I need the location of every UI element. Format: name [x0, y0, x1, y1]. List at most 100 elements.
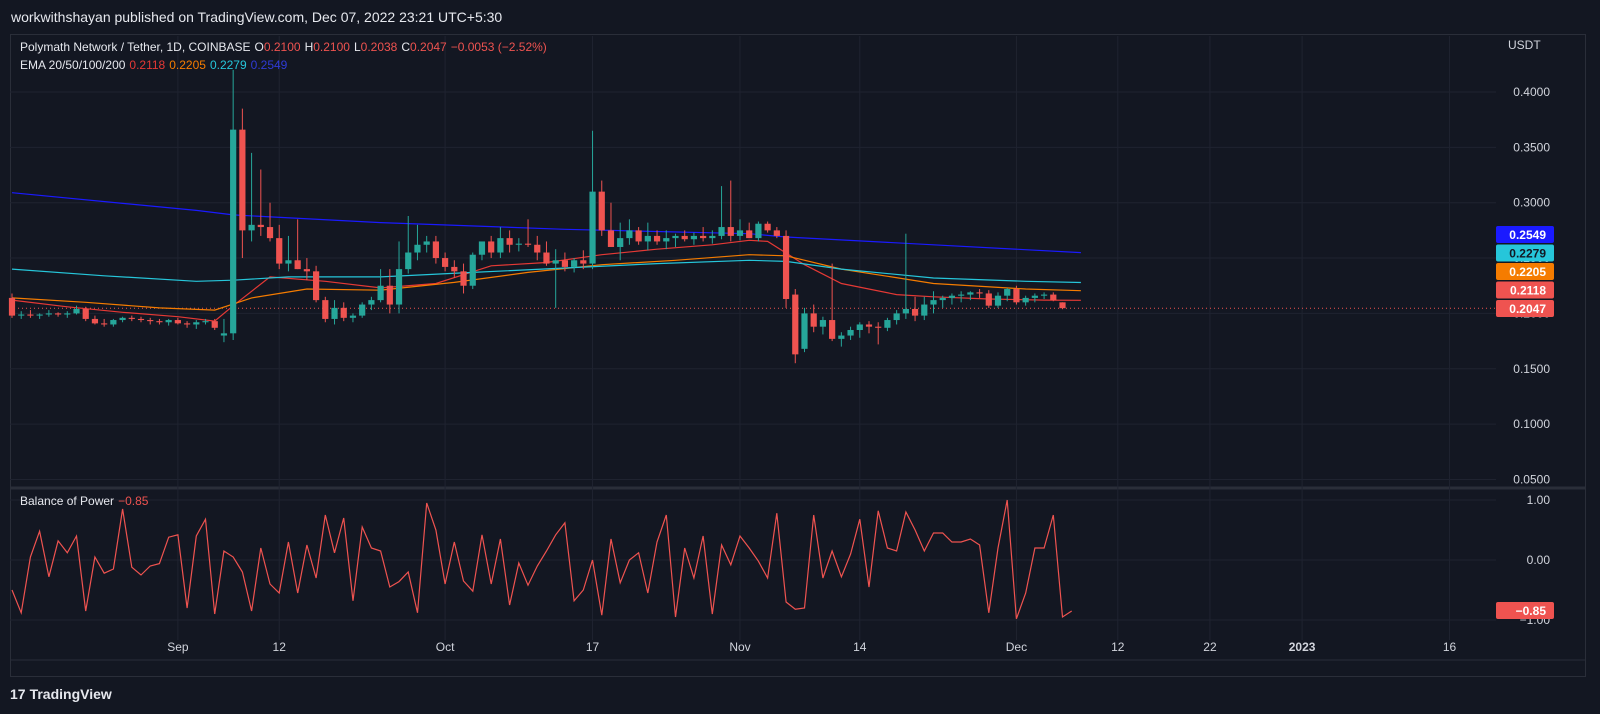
candle-body	[755, 223, 762, 239]
candle-body	[82, 308, 89, 319]
ema20-value: 0.2118	[129, 58, 166, 72]
candle-body	[322, 300, 329, 319]
price-tick-label: 0.3500	[1513, 140, 1550, 154]
candle-body	[1022, 297, 1029, 303]
candle-body	[359, 304, 366, 316]
low-label: L	[353, 40, 361, 54]
open-value: 0.2100	[263, 40, 301, 54]
candle-body	[653, 235, 661, 242]
price-tick-label: 0.3000	[1513, 196, 1550, 210]
candle-body	[792, 294, 799, 355]
candle-body	[681, 235, 688, 240]
price-tick-label: 0.1500	[1513, 362, 1550, 376]
chart-frame	[10, 34, 1586, 677]
price-badge-text: 0.2118	[1510, 284, 1546, 298]
candle-body	[64, 313, 71, 315]
candle-body	[303, 269, 310, 272]
candle-body	[617, 238, 624, 247]
candle-body	[54, 313, 62, 315]
time-tick-label: Nov	[729, 640, 750, 654]
price-badge-text: 0.2047	[1509, 302, 1546, 316]
close-value: 0.2047	[410, 40, 447, 54]
ema100-value: 0.2279	[209, 58, 247, 72]
candle-body	[414, 244, 421, 253]
ema-line-ema50	[11, 254, 1081, 311]
symbol-title: Polymath Network / Tether, 1D, COINBASE	[20, 40, 251, 54]
candle-body	[856, 324, 863, 331]
time-tick-label: 2023	[1289, 640, 1316, 654]
candle-body	[939, 297, 946, 301]
candle-body	[478, 241, 486, 255]
ema-line-ema200	[11, 192, 1081, 254]
candle-body	[266, 227, 274, 239]
candle-body	[865, 324, 873, 327]
candle-body	[386, 285, 393, 305]
bop-label: Balance of Power	[20, 494, 115, 508]
candle-body	[349, 315, 357, 318]
open-label: O	[254, 40, 264, 54]
ema50-value: 0.2205	[169, 58, 206, 72]
candle-body	[829, 320, 836, 339]
candle-body	[598, 191, 605, 231]
candle-body	[27, 314, 34, 316]
candle-body	[73, 308, 80, 314]
candle-body	[239, 129, 246, 231]
candle-body	[994, 295, 1002, 306]
price-badge-ema200	[1496, 226, 1554, 243]
candle-body	[534, 244, 541, 253]
candle-body	[377, 285, 384, 301]
price-badge-close	[1496, 300, 1554, 317]
candle-body	[137, 318, 145, 321]
candle-body	[976, 292, 983, 294]
ema200-value: 0.2549	[250, 58, 288, 72]
candle-body	[211, 321, 218, 328]
candle-body	[985, 293, 992, 306]
candle-body	[432, 241, 439, 259]
candle-body	[101, 323, 108, 325]
ema-label: EMA 20/50/100/200	[20, 58, 126, 72]
candle-body	[672, 235, 679, 239]
tradingview-brand[interactable]: 17 TradingView	[10, 686, 112, 702]
time-tick-label: 22	[1203, 640, 1217, 654]
candle-body	[663, 238, 670, 242]
candle-body	[801, 313, 808, 349]
publisher-bar: workwithshayan published on TradingView.…	[0, 0, 1600, 34]
candle-body	[1013, 289, 1020, 303]
candle-body	[635, 230, 642, 242]
bop-value: −0.85	[118, 494, 149, 508]
time-tick-label: 12	[273, 640, 287, 654]
candle-body	[183, 323, 191, 325]
candle-body	[331, 307, 338, 319]
grid-lines	[10, 36, 1586, 661]
high-value: 0.2100	[313, 40, 350, 54]
candle-body	[552, 260, 559, 264]
candle-body	[543, 252, 550, 264]
ema-legend: EMA 20/50/100/200 0.2118 0.2205 0.2279 0.254…	[20, 58, 291, 72]
time-tick-label: Sep	[167, 640, 189, 654]
candle-body	[174, 320, 181, 324]
candle-body	[451, 266, 458, 272]
price-badges: 0.2549 0.2279 0.2205 0.2118 0.2047 −0.85	[1496, 226, 1554, 619]
candle-body	[340, 307, 347, 318]
candle-body	[690, 235, 698, 240]
candle-body	[285, 260, 292, 264]
candle-body	[948, 295, 956, 298]
candle-body	[718, 227, 725, 236]
candle-body	[773, 230, 780, 236]
candle-body	[607, 230, 615, 247]
candle-body	[248, 224, 255, 231]
bop-layer	[11, 499, 1073, 620]
candle-body	[736, 230, 744, 236]
candle-body	[589, 191, 596, 264]
price-badge-text: 0.2549	[1509, 228, 1546, 242]
candle-body	[202, 321, 209, 323]
bop-legend: Balance of Power −0.85	[20, 494, 148, 508]
price-tick-label: 0.0500	[1513, 472, 1550, 486]
candle-body	[626, 230, 633, 239]
publisher-text: workwithshayan published on TradingView.…	[11, 9, 503, 25]
candle-body	[875, 326, 882, 328]
candle-body	[165, 320, 172, 323]
candle-body	[515, 243, 522, 245]
price-badge-text: 0.2279	[1509, 247, 1546, 261]
